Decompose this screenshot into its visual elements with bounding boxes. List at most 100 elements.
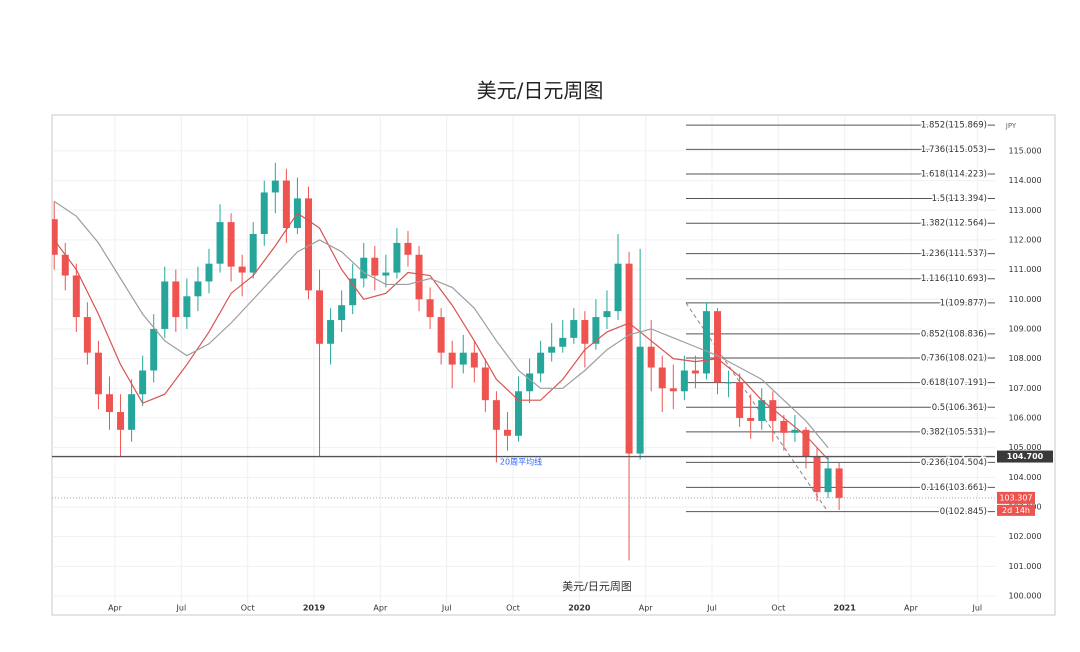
price-label: 103.307 <box>999 493 1032 502</box>
candle-body <box>492 400 500 430</box>
candle-body <box>791 429 799 433</box>
fib-label: 1(109.877) <box>940 298 987 308</box>
candle-body <box>338 305 346 321</box>
candle-body <box>780 420 788 433</box>
candle-body <box>592 317 600 344</box>
y-tick-label: 101.000 <box>1008 562 1041 571</box>
x-tick-label: Oct <box>506 604 520 613</box>
candle-body <box>382 272 390 276</box>
candle-body <box>205 263 213 282</box>
candle-body <box>360 257 368 279</box>
y-tick-label: 107.000 <box>1008 384 1041 393</box>
candle-body <box>426 299 434 318</box>
candle-body <box>824 468 832 493</box>
chart-frame <box>51 114 1056 616</box>
x-tick-label: Apr <box>639 604 654 613</box>
candle-body <box>691 370 699 374</box>
fib-label: 0.852(108.836) <box>921 329 987 339</box>
candle-body <box>559 337 567 347</box>
candle-body <box>105 394 113 413</box>
candle-body <box>769 400 777 421</box>
x-tick-label: Oct <box>771 604 785 613</box>
y-tick-label: 115.000 <box>1008 146 1041 155</box>
candle-body <box>625 263 633 454</box>
candle-body <box>658 367 666 389</box>
candle-body <box>537 352 545 374</box>
y-tick-label: 111.000 <box>1008 265 1041 274</box>
fib-label: 1.116(110.693) <box>921 274 987 284</box>
candle-body <box>94 352 102 395</box>
fib-label: 0.116(103.661) <box>921 483 987 493</box>
candle-body <box>161 281 169 329</box>
fib-label: 1.736(115.053) <box>921 145 987 155</box>
candle-body <box>736 382 744 418</box>
y-tick-label: 112.000 <box>1008 235 1041 244</box>
candle-body <box>139 370 147 395</box>
candle-body <box>260 192 268 234</box>
annotation: 20周平均线 <box>500 457 542 467</box>
y-tick-label: 113.000 <box>1008 206 1041 215</box>
candle-body <box>448 352 456 365</box>
fib-label: 1.5(113.394) <box>932 194 987 204</box>
y-tick-label: 106.000 <box>1008 413 1041 422</box>
candle-body <box>647 346 655 368</box>
y-tick-label: 110.000 <box>1008 295 1041 304</box>
candle-body <box>271 180 279 193</box>
candle-body <box>83 317 91 353</box>
candle-body <box>437 317 445 353</box>
candle-body <box>393 242 401 273</box>
x-tick-label: Oct <box>241 604 255 613</box>
x-tick-label: Jul <box>176 604 187 613</box>
candle-body <box>327 320 335 344</box>
candle-body <box>714 311 722 383</box>
candle-body <box>802 429 810 457</box>
candle-body <box>758 400 766 421</box>
y-tick-label: 105.000 <box>1008 443 1041 452</box>
candle-body <box>216 222 224 264</box>
candle-body <box>614 263 622 312</box>
x-tick-label: Apr <box>373 604 388 613</box>
x-tick-label: 2021 <box>834 604 857 613</box>
candle-body <box>128 394 136 430</box>
candle-body <box>581 320 589 344</box>
candle-body <box>371 257 379 276</box>
fib-label: 0.5(106.361) <box>932 403 987 413</box>
candle-body <box>249 233 257 273</box>
x-tick-label: 2020 <box>568 604 591 613</box>
countdown-box <box>997 504 1035 516</box>
candle-body <box>503 429 511 436</box>
x-tick-label: Jul <box>441 604 452 613</box>
candle-body <box>526 373 534 392</box>
x-tick-label: Apr <box>108 604 123 613</box>
moving-average <box>53 212 829 460</box>
watermark-title: 美元/日元周图 <box>562 580 632 593</box>
candle-body <box>570 320 578 338</box>
fib-label: 0.236(104.504) <box>921 458 987 468</box>
candle-body <box>415 254 423 300</box>
candle-body <box>747 417 755 421</box>
candle-body <box>813 456 821 493</box>
candle-body <box>725 382 733 384</box>
level-box <box>997 450 1053 463</box>
candle-body <box>459 352 467 365</box>
candle-body <box>227 222 235 267</box>
level-label: 104.700 <box>1007 452 1044 461</box>
fib-label: 0.382(105.531) <box>921 427 987 437</box>
candle-body <box>636 346 644 454</box>
y-tick-label: 104.000 <box>1008 473 1041 482</box>
candle-body <box>349 278 357 306</box>
plot-area <box>52 124 995 561</box>
moving-average <box>53 200 829 449</box>
grid <box>52 115 995 615</box>
x-tick-label: Jul <box>971 604 982 613</box>
fib-label: 0.736(108.021) <box>921 353 987 363</box>
axes: 100.000101.000102.000103.000104.000105.0… <box>108 119 1053 613</box>
candle-body <box>117 412 125 430</box>
fib-label: 1.382(112.564) <box>921 219 987 229</box>
y-tick-label: 108.000 <box>1008 354 1041 363</box>
candle-body <box>515 391 523 436</box>
y-tick-label: 102.000 <box>1008 532 1041 541</box>
candle-body <box>680 370 688 392</box>
candle-body <box>603 311 611 318</box>
